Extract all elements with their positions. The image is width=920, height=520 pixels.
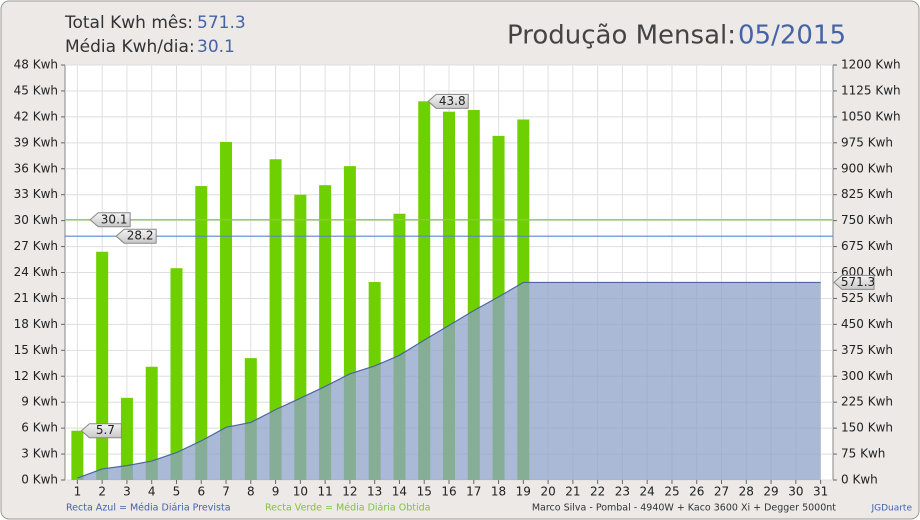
y2-tick-label: 900 Kwh — [841, 161, 893, 175]
x-tick-label: 22 — [590, 485, 605, 499]
bar — [269, 159, 282, 481]
x-tick-label: 21 — [565, 485, 580, 499]
x-tick-label: 25 — [664, 485, 679, 499]
avg-label: Média Kwh/dia: — [65, 37, 195, 57]
footer-middle: Recta Verde = Média Diária Obtida — [265, 503, 430, 514]
y-tick-label: 15 Kwh — [14, 343, 58, 357]
y-tick-label: 30 Kwh — [14, 213, 58, 227]
x-tick-label: 18 — [491, 485, 506, 499]
y2-tick-label: 675 Kwh — [841, 239, 893, 253]
y2-tick-label: 1050 Kwh — [841, 109, 901, 123]
x-tick-label: 14 — [392, 485, 407, 499]
bar-label-box — [427, 93, 469, 109]
x-tick-label: 26 — [689, 485, 704, 499]
x-tick-label: 9 — [272, 485, 280, 499]
x-tick-label: 24 — [640, 485, 655, 499]
x-tick-label: 29 — [763, 485, 778, 499]
area — [77, 282, 821, 480]
y2-tick-label: 375 Kwh — [841, 343, 893, 357]
footer-credit: JGDuarte — [870, 504, 912, 514]
x-tick-label: 28 — [739, 485, 754, 499]
reference-label-box — [115, 228, 157, 244]
y2-tick-label: 225 Kwh — [841, 395, 893, 409]
x-tick-label: 6 — [197, 485, 205, 499]
y2-tick-label: 1200 Kwh — [841, 58, 901, 72]
x-tick-label: 27 — [714, 485, 729, 499]
y-tick-label: 27 Kwh — [14, 239, 58, 253]
area-line — [77, 281, 821, 479]
bar — [145, 366, 158, 480]
y2-tick-label: 0 Kwh — [841, 473, 878, 487]
bar — [220, 141, 233, 480]
x-tick-label: 5 — [173, 485, 181, 499]
y-tick-label: 21 Kwh — [14, 291, 58, 305]
title: Produção Mensal: — [507, 21, 736, 51]
x-tick-label: 12 — [342, 485, 357, 499]
y-tick-label: 18 Kwh — [14, 317, 58, 331]
y-tick-label: 9 Kwh — [21, 395, 58, 409]
area-end-label: 571.3 — [841, 275, 875, 289]
x-tick-label: 10 — [293, 485, 308, 499]
x-tick-label: 13 — [367, 485, 382, 499]
y2-tick-label: 300 Kwh — [841, 369, 893, 383]
y-tick-label: 33 Kwh — [14, 187, 58, 201]
footer-left: Recta Azul = Média Diária Prevista — [66, 503, 231, 514]
bar — [71, 430, 84, 480]
bar-label: 5.7 — [96, 423, 115, 437]
bar — [170, 268, 183, 480]
x-tick-label: 7 — [222, 485, 230, 499]
y-tick-label: 42 Kwh — [14, 109, 58, 123]
y2-tick-label: 525 Kwh — [841, 291, 893, 305]
footer-right: Marco Silva - Pombal - 4940W + Kaco 3600… — [532, 503, 836, 514]
x-tick-label: 16 — [441, 485, 456, 499]
x-tick-label: 15 — [417, 485, 432, 499]
x-tick-label: 17 — [466, 485, 481, 499]
area-end-label-box — [833, 274, 875, 290]
y2-tick-label: 975 Kwh — [841, 135, 893, 149]
y2-tick-label: 150 Kwh — [841, 421, 893, 435]
reference-label: 30.1 — [101, 212, 128, 226]
x-tick-label: 30 — [788, 485, 803, 499]
avg-value: 30.1 — [197, 37, 235, 57]
y2-tick-label: 750 Kwh — [841, 213, 893, 227]
x-tick-label: 20 — [540, 485, 555, 499]
y-tick-label: 36 Kwh — [14, 161, 58, 175]
y-tick-label: 45 Kwh — [14, 83, 58, 97]
y-tick-label: 6 Kwh — [21, 421, 58, 435]
y-tick-label: 24 Kwh — [14, 265, 58, 279]
total-label: Total Kwh mês: — [64, 13, 193, 33]
x-tick-label: 2 — [98, 485, 106, 499]
y-tick-label: 39 Kwh — [14, 135, 58, 149]
y2-tick-label: 450 Kwh — [841, 317, 893, 331]
total-value: 571.3 — [197, 13, 246, 33]
y2-tick-label: 75 Kwh — [841, 447, 885, 461]
y2-tick-label: 825 Kwh — [841, 187, 893, 201]
x-tick-label: 3 — [123, 485, 131, 499]
y-tick-label: 48 Kwh — [14, 58, 58, 72]
x-tick-label: 4 — [148, 485, 156, 499]
y-tick-label: 3 Kwh — [21, 447, 58, 461]
reference-label: 28.2 — [127, 229, 154, 243]
y2-tick-label: 1125 Kwh — [841, 83, 901, 97]
bar — [96, 251, 109, 480]
x-tick-label: 11 — [317, 485, 332, 499]
period: 05/2015 — [738, 21, 846, 51]
x-tick-label: 31 — [813, 485, 828, 499]
y-tick-label: 0 Kwh — [21, 473, 58, 487]
x-tick-label: 8 — [247, 485, 255, 499]
bar-label-box — [80, 423, 122, 439]
bar — [195, 186, 208, 480]
bar — [120, 397, 133, 480]
reference-label-box — [89, 212, 131, 228]
x-tick-label: 1 — [74, 485, 82, 499]
x-tick-label: 19 — [516, 485, 531, 499]
x-tick-label: 23 — [615, 485, 630, 499]
bar-label: 43.8 — [439, 94, 466, 108]
y-tick-label: 12 Kwh — [14, 369, 58, 383]
